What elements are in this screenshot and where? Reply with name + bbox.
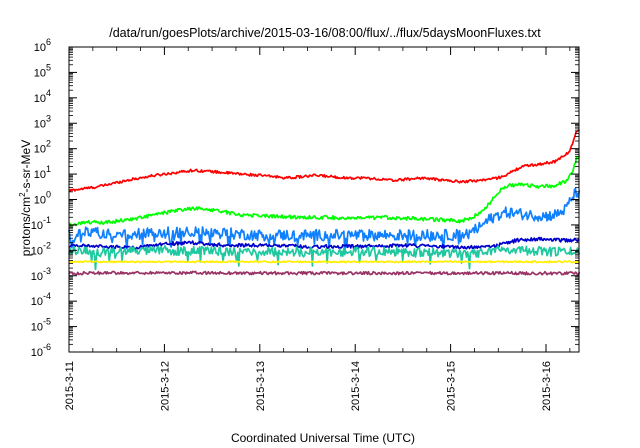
y-tick-base: 10 (34, 67, 46, 79)
x-tick-label: 2015-3-16 (541, 361, 553, 411)
series-line-5 (68, 245, 581, 271)
y-tick-label: 10-1 (31, 215, 51, 232)
y-tick-exponent: 4 (46, 88, 51, 98)
y-tick-label: 100 (34, 190, 51, 207)
series-line-4 (68, 236, 580, 250)
y-tick-label: 104 (34, 88, 51, 105)
series-line-7 (68, 270, 581, 276)
y-tick-base: 10 (34, 42, 46, 54)
series-line-6 (68, 260, 580, 264)
y-tick-exponent: 1 (46, 164, 51, 174)
plot-frame (68, 46, 580, 353)
y-tick-label: 103 (34, 113, 51, 130)
x-axis-label: Coordinated Universal Time (UTC) (231, 431, 415, 445)
axes: 10-610-510-410-310-210-11001011021031041… (31, 37, 580, 411)
y-tick-label: 10-2 (31, 240, 51, 257)
y-axis-label-units: -s-sr-MeV (19, 140, 33, 193)
y-axis-label: protons/cm2-s-sr-MeV (18, 140, 33, 256)
y-tick-label: 106 (34, 37, 51, 54)
y-tick-exponent: -3 (43, 266, 51, 276)
y-tick-exponent: -4 (43, 291, 51, 301)
y-tick-label: 101 (34, 164, 51, 181)
series-line-2 (69, 154, 581, 227)
y-tick-label: 105 (34, 62, 51, 79)
x-tick-label: 2015-3-11 (64, 361, 76, 410)
y-tick-exponent: -5 (43, 317, 51, 327)
y-tick-label: 10-3 (31, 266, 51, 283)
y-tick-exponent: 5 (46, 62, 51, 72)
y-tick-base: 10 (31, 347, 43, 359)
series-line-3 (68, 187, 581, 253)
chart-title: /data/run/goesPlots/archive/2015-03-16/0… (109, 26, 541, 40)
y-axis-label-superscript: 2 (18, 192, 27, 197)
x-tick-label: 2015-3-13 (255, 361, 267, 411)
y-tick-label: 10-4 (31, 291, 51, 308)
y-tick-base: 10 (31, 322, 43, 334)
y-tick-exponent: -1 (43, 215, 51, 225)
y-tick-base: 10 (34, 195, 46, 207)
y-tick-exponent: 0 (46, 190, 51, 200)
y-tick-base: 10 (31, 271, 43, 283)
y-tick-base: 10 (31, 245, 43, 257)
y-tick-base: 10 (34, 93, 46, 105)
y-tick-label: 102 (34, 139, 51, 156)
series-layer (68, 128, 581, 276)
y-tick-base: 10 (31, 220, 43, 232)
y-tick-label: 10-5 (31, 317, 51, 334)
x-tick-label: 2015-3-14 (350, 361, 362, 411)
y-tick-base: 10 (34, 144, 46, 156)
x-tick-label: 2015-3-15 (446, 361, 458, 411)
y-tick-base: 10 (34, 169, 46, 181)
y-tick-exponent: -2 (43, 240, 51, 250)
series-line-1 (68, 128, 580, 192)
x-tick-label: 2015-3-12 (159, 361, 171, 411)
y-tick-exponent: -6 (43, 342, 51, 352)
y-tick-exponent: 3 (46, 113, 51, 123)
y-tick-base: 10 (34, 118, 46, 130)
y-tick-exponent: 6 (46, 37, 51, 47)
y-tick-label: 10-6 (31, 342, 51, 359)
y-tick-exponent: 2 (46, 139, 51, 149)
y-axis-label-text: protons/cm (19, 197, 33, 256)
y-tick-base: 10 (31, 296, 43, 308)
